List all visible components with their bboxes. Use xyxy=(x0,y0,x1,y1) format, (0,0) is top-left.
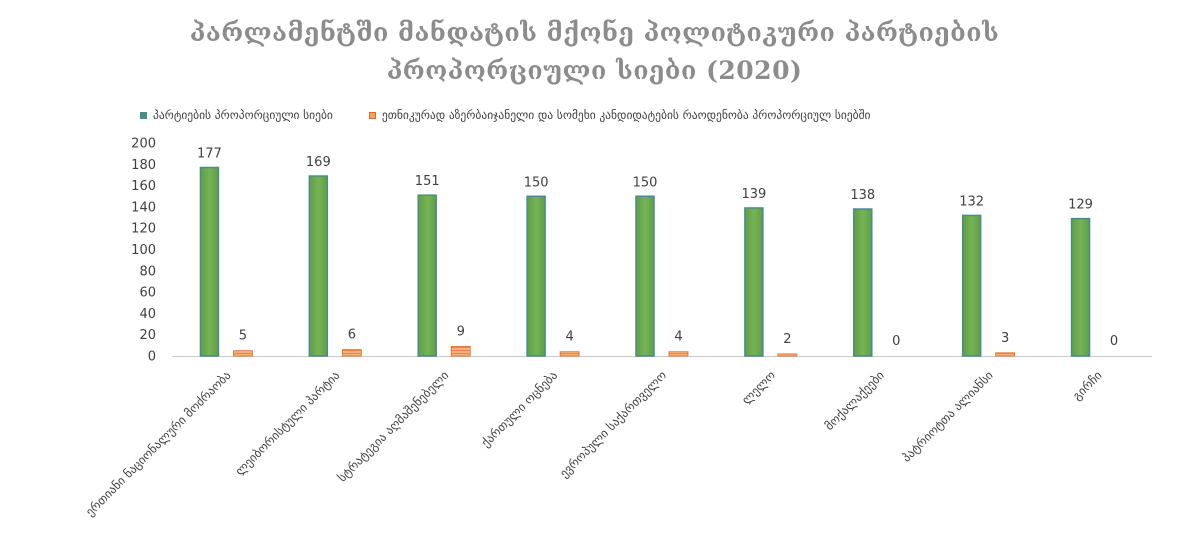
y-tick-label: 60 xyxy=(139,286,156,301)
bar-series-1 xyxy=(744,207,764,357)
bar-series-1 xyxy=(417,194,437,357)
data-label-series-2: 9 xyxy=(457,324,465,339)
x-category-label: მოქალაქეები xyxy=(822,368,887,433)
data-label-series-2: 4 xyxy=(565,330,573,345)
data-label-series-2: 6 xyxy=(348,328,356,343)
bar-series-1 xyxy=(1070,217,1091,357)
data-label-series-1: 151 xyxy=(415,174,440,189)
data-label-series-1: 129 xyxy=(1068,198,1093,213)
data-label-series-2: 0 xyxy=(892,334,900,349)
bar-series-1 xyxy=(199,166,220,357)
legend: პარტიების პროპორციული სიები ეთნიკურად აზ… xyxy=(140,106,907,124)
data-label-series-1: 169 xyxy=(306,155,331,170)
legend-swatch-series-2 xyxy=(368,111,376,119)
x-category-label: ევროპული საქართველო xyxy=(557,368,669,480)
bar-series-1 xyxy=(635,195,655,357)
data-label-series-1: 132 xyxy=(959,194,984,209)
chart-title-line-2: პროპორციული სიები (2020) xyxy=(386,56,803,85)
data-label-series-2: 4 xyxy=(674,330,682,345)
y-tick-label: 180 xyxy=(131,158,156,173)
x-category-label: ერთიანი ნაციონალური მოძრაობა xyxy=(83,368,234,519)
y-tick-label: 80 xyxy=(139,264,156,279)
data-label-series-1: 177 xyxy=(197,146,222,161)
bar-series-1 xyxy=(853,208,873,357)
y-tick-label: 40 xyxy=(139,307,156,322)
data-label-series-1: 150 xyxy=(524,175,549,190)
bar-series-2 xyxy=(450,346,471,357)
y-tick-label: 0 xyxy=(148,350,156,365)
legend-label-series-1: პარტიების პროპორციული სიები xyxy=(153,108,333,122)
x-category-label: ლელო xyxy=(739,368,778,407)
data-label-series-1: 138 xyxy=(850,188,875,203)
bar-series-2 xyxy=(668,351,689,357)
data-label-series-2: 0 xyxy=(1110,334,1118,349)
data-label-series-1: 150 xyxy=(633,175,658,190)
y-tick-label: 200 xyxy=(131,137,156,152)
y-tick-label: 120 xyxy=(131,222,156,237)
data-label-series-2: 3 xyxy=(1001,331,1009,346)
legend-item-series-1: პარტიების პროპორციული სიები xyxy=(140,108,333,122)
bar-series-1 xyxy=(526,195,546,357)
legend-swatch-series-1 xyxy=(140,111,147,119)
data-label-series-2: 2 xyxy=(783,332,791,347)
data-label-series-1: 139 xyxy=(741,187,766,202)
y-tick-label: 20 xyxy=(139,328,156,343)
chart-title: პარლამენტში მანდატის მქონე პოლიტიკური პა… xyxy=(0,14,1189,90)
chart-title-line-1: პარლამენტში მანდატის მქონე პოლიტიკური პა… xyxy=(189,18,1000,47)
legend-label-series-2: ეთნიკურად აზერბაიჯანელი და სომეხი კანდიდ… xyxy=(381,108,871,122)
x-category-label: ქართული ოცნება xyxy=(479,368,561,450)
bar-series-1 xyxy=(308,175,329,357)
bar-series-2 xyxy=(995,352,1016,357)
x-category-label: გირჩი xyxy=(1070,368,1105,403)
bar-series-2 xyxy=(777,353,798,357)
data-label-series-2: 5 xyxy=(239,329,247,344)
bar-series-2 xyxy=(233,350,253,357)
bar-series-1 xyxy=(961,214,982,357)
x-category-label: პატრიოტთა ალიანსი xyxy=(899,368,996,465)
bar-series-2 xyxy=(341,349,362,357)
x-category-label: ლეიბორისტული პარტია xyxy=(232,368,342,478)
y-tick-label: 140 xyxy=(131,200,156,215)
y-tick-label: 160 xyxy=(131,179,156,194)
legend-item-series-2: ეთნიკურად აზერბაიჯანელი და სომეხი კანდიდ… xyxy=(368,108,871,122)
x-category-label: სტრატეგია აღმაშენებელი xyxy=(335,368,451,484)
y-tick-label: 100 xyxy=(131,243,156,258)
bar-series-2 xyxy=(559,351,580,357)
